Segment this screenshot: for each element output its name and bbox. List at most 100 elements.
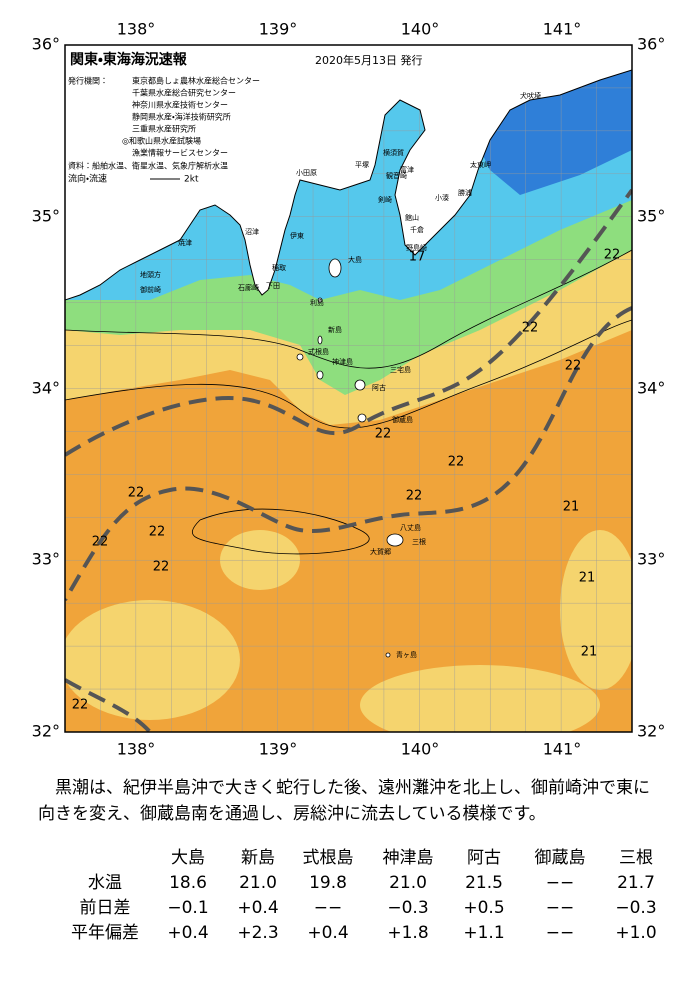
table-cell: −0.3 xyxy=(387,898,428,918)
table-cell: +0.5 xyxy=(463,898,504,918)
table-cell: −− xyxy=(546,873,575,893)
current-unit: 2kt xyxy=(184,175,199,185)
agency: 神奈川県水産技術センター xyxy=(132,100,228,110)
isotherm-label: 22 xyxy=(153,560,170,575)
agencies: 東京都島しょ農林水産総合センター千葉県水産総合研究センター神奈川県水産技術センタ… xyxy=(122,76,260,158)
column-header: 阿古 xyxy=(467,848,501,868)
agency: 漁業情報サービスセンター xyxy=(132,148,228,158)
row-label: 平年偏差 xyxy=(71,923,139,943)
table-cell: 19.8 xyxy=(309,873,347,893)
kuroshio-axis xyxy=(65,188,632,732)
place-name: 阿古 xyxy=(372,383,386,392)
agency: 東京都島しょ農林水産総合センター xyxy=(132,76,260,86)
isotherm-label: 22 xyxy=(565,359,582,374)
latitude-label: 33° xyxy=(32,550,60,569)
isotherm-label: 21 xyxy=(581,645,598,660)
latitude-label: 35° xyxy=(32,207,60,226)
table-cell: −− xyxy=(546,898,575,918)
grid xyxy=(65,45,632,732)
place-name: 下田 xyxy=(266,282,280,290)
place-name: 犬吠埼 xyxy=(520,91,541,100)
isotherm-labels: 22 22 22 22 22 22 22 22 22 22 22 21 21 21 17 xyxy=(72,248,621,713)
table-cell: +1.8 xyxy=(387,923,428,943)
sources-label: 資料： xyxy=(68,161,92,171)
place-name: 平塚 xyxy=(355,160,369,169)
place-name: 横須賀 xyxy=(383,148,404,157)
column-header: 三根 xyxy=(619,848,653,868)
row-label: 水温 xyxy=(88,873,122,893)
isotherm-label: 22 xyxy=(72,698,89,713)
agency: ◎和歌山県水産試験場 xyxy=(122,136,201,146)
table-cell: 21.7 xyxy=(617,873,655,893)
table-cell: −− xyxy=(314,898,343,918)
place-name: 伊東 xyxy=(290,231,304,240)
column-header: 式根島 xyxy=(303,848,354,868)
latitude-label: 34° xyxy=(637,379,665,398)
latitude-label: 33° xyxy=(637,550,665,569)
latitude-label: 35° xyxy=(637,207,665,226)
table-cell: +0.4 xyxy=(307,923,348,943)
place-name: 三宅島 xyxy=(390,365,411,374)
isotherm-label: 21 xyxy=(563,500,580,515)
column-header: 新島 xyxy=(241,848,275,868)
issued-date: 2020年5月13日 発行 xyxy=(315,53,423,67)
column-header: 神津島 xyxy=(383,848,434,868)
longitude-label: 139° xyxy=(259,20,298,39)
place-name: 勝浦 xyxy=(458,188,472,197)
agency: 千葉県水産総合研究センター xyxy=(132,88,236,98)
place-name: 青ヶ島 xyxy=(396,650,417,659)
table-cell: 18.6 xyxy=(169,873,207,893)
place-name: 観音崎 xyxy=(386,171,407,180)
place-name: 沼津 xyxy=(245,227,259,236)
agency: 静岡県水産・海洋技術研究所 xyxy=(132,112,231,122)
place-name: 大賀郷 xyxy=(370,547,391,556)
latitude-label: 32° xyxy=(32,722,60,741)
longitude-label: 140° xyxy=(401,20,440,39)
isotherm-label: 22 xyxy=(406,489,423,504)
isotherm-label: 22 xyxy=(149,525,166,540)
place-name: 焼津 xyxy=(178,238,192,247)
place-name: 千倉 xyxy=(410,225,424,234)
longitude-label: 140° xyxy=(401,740,440,759)
place-name: 地頭方 xyxy=(140,270,161,279)
place-name: 小田原 xyxy=(296,168,317,177)
isotherm-label: 22 xyxy=(604,248,621,263)
place-name: 御蔵島 xyxy=(392,415,413,424)
map-title: 関東・東海海況速報 xyxy=(70,51,188,68)
longitude-label: 141° xyxy=(543,740,582,759)
latitude-label: 32° xyxy=(637,722,665,741)
isotherm-label: 22 xyxy=(128,486,145,501)
place-name: 石廊崎 xyxy=(238,283,259,292)
current-label: 流向・流速 xyxy=(68,173,107,185)
place-name: 富津 xyxy=(400,165,414,174)
place-name: 稲取 xyxy=(272,263,286,272)
agency: 三重県水産研究所 xyxy=(132,124,196,134)
place-name: 御前崎 xyxy=(140,285,161,294)
place-name: 利島 xyxy=(310,298,324,307)
table-cell: 21.0 xyxy=(389,873,427,893)
table-cell: +1.1 xyxy=(463,923,504,943)
place-name: 三根 xyxy=(412,537,426,546)
description: 黒潮は、紀伊半島沖で大きく蛇行した後、遠州灘沖を北上し、御前崎沖で東に 向きを変… xyxy=(38,775,678,827)
longitude-label: 138° xyxy=(117,740,156,759)
table-cell: +1.0 xyxy=(615,923,656,943)
table-cell: +0.4 xyxy=(237,898,278,918)
table-cell: +0.4 xyxy=(167,923,208,943)
table-cell: 21.5 xyxy=(465,873,503,893)
contours xyxy=(65,249,632,555)
ocean-patch xyxy=(360,665,600,732)
table-cell: 21.0 xyxy=(239,873,277,893)
latitude-label: 36° xyxy=(32,35,60,54)
sources: 船舶水温、衛星水温、気象庁解析水温 xyxy=(92,161,228,171)
isotherm-label: 17 xyxy=(409,250,426,265)
ocean-patch xyxy=(220,530,300,590)
place-name: 式根島 xyxy=(308,347,329,356)
place-name: 八丈島 xyxy=(400,523,421,532)
axis-labels: 138° 138° 139° 139° 140° 140° 141° 141° 36° 36° 35… xyxy=(32,20,666,759)
longitude-label: 141° xyxy=(543,20,582,39)
agencies-label: 発行機関： xyxy=(68,76,108,86)
